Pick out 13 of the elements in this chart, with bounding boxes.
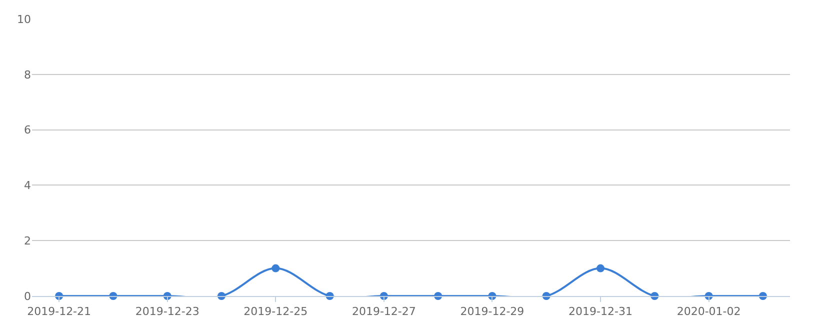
x-tick-label: 2019-12-31 bbox=[568, 305, 632, 318]
x-tick-label: 2019-12-25 bbox=[244, 305, 308, 318]
y-tick-label: 4 bbox=[24, 179, 31, 192]
y-tick-label: 8 bbox=[24, 68, 31, 82]
x-tick-label: 2019-12-29 bbox=[460, 305, 524, 318]
y-tick-label: 2 bbox=[24, 234, 31, 248]
y-tick-label: 0 bbox=[24, 290, 31, 303]
y-tick-label: 6 bbox=[24, 124, 31, 137]
x-tick-label: 2019-12-23 bbox=[135, 305, 200, 318]
x-tick-label: 2019-12-21 bbox=[27, 305, 92, 318]
x-tick-label: 2020-01-02 bbox=[676, 305, 741, 318]
x-tick-label: 2019-12-27 bbox=[352, 305, 416, 318]
y-tick-label: 10 bbox=[17, 12, 31, 26]
